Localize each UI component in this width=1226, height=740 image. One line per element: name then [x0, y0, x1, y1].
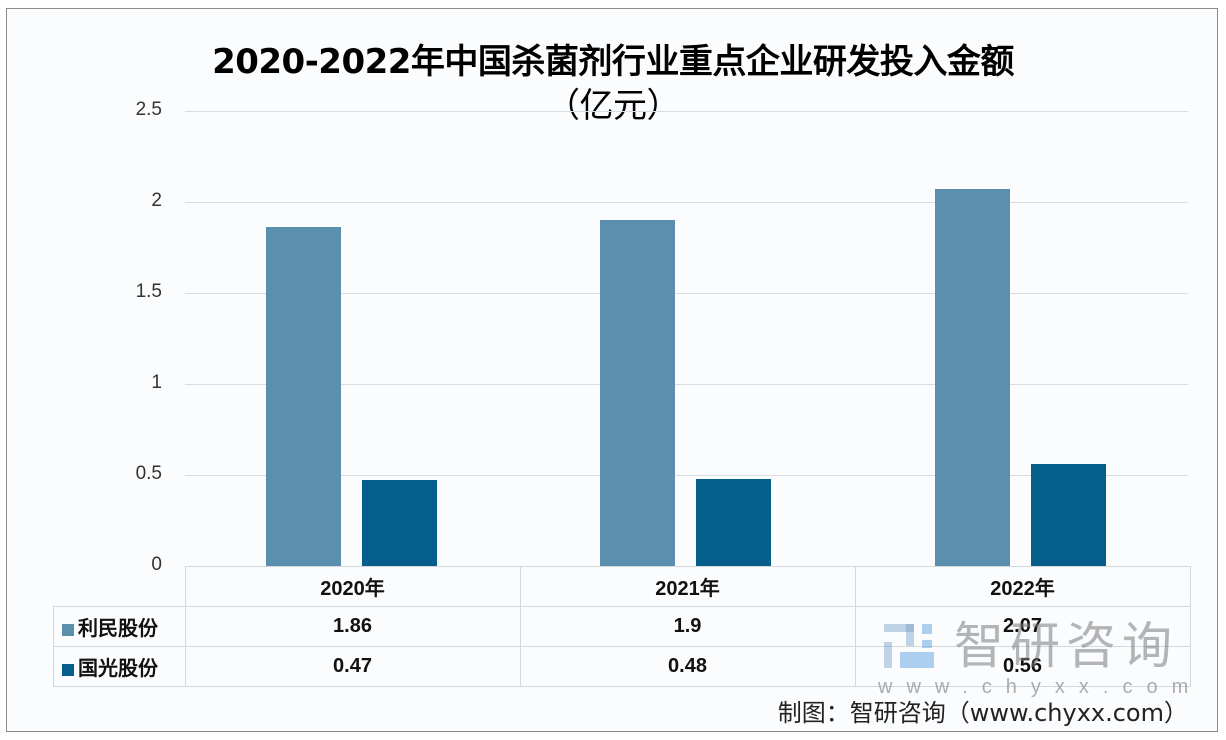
category-2022: 2022年 — [854, 566, 1191, 607]
y-tick-0.5: 0.5 — [135, 463, 162, 484]
gridline — [185, 202, 1188, 203]
legend-series-0: 利民股份 — [53, 606, 186, 647]
y-tick-1: 1 — [151, 372, 162, 393]
category-2021: 2021年 — [519, 566, 856, 607]
y-tick-0: 0 — [151, 554, 162, 575]
source-caption: 制图：智研咨询（www.chyxx.com） — [777, 699, 1188, 727]
watermark: 智研咨询 — [882, 618, 1192, 678]
watermark-url: www.chyxx.com — [878, 676, 1203, 698]
cell-value: 0.47 — [184, 646, 521, 687]
bar-2021年-利民股份 — [600, 220, 676, 566]
watermark-text: 智研咨询 — [954, 617, 1178, 675]
chart-title-unit: （亿元） — [546, 86, 681, 126]
bar-2021年-国光股份 — [696, 478, 772, 566]
watermark-logo-icon — [884, 624, 934, 668]
bar-2020年-利民股份 — [266, 227, 341, 566]
gridline — [185, 111, 1188, 112]
gridline — [185, 384, 1188, 385]
bar-2022年-利民股份 — [934, 189, 1010, 566]
y-tick-2: 2 — [151, 190, 162, 211]
legend-series-1: 国光股份 — [53, 646, 186, 687]
chart-title: 2020-2022年中国杀菌剂行业重点企业研发投入金额 （亿元） — [0, 40, 1226, 128]
cell-value: 2.07 — [854, 606, 1191, 647]
y-tick-1.5: 1.5 — [135, 281, 162, 302]
chart-title-main: 2020-2022年中国杀菌剂行业重点企业研发投入金额 — [212, 42, 1014, 82]
y-tick-2.5: 2.5 — [135, 99, 162, 120]
bar-2020年-国光股份 — [362, 480, 437, 566]
category-2020: 2020年 — [184, 566, 521, 607]
gridline — [185, 475, 1188, 476]
legend-swatch-icon — [62, 623, 74, 636]
plot-area — [185, 111, 1188, 566]
cell-value: 0.48 — [519, 646, 856, 687]
cell-value: 1.86 — [184, 606, 521, 647]
cell-value: 1.9 — [519, 606, 856, 647]
bar-2022年-国光股份 — [1030, 464, 1106, 566]
data-table: 2020年 2021年 2022年 利民股份 1.86 1.9 2.07 国光股… — [53, 566, 1191, 687]
gridline — [185, 293, 1188, 294]
table-row: 利民股份 1.86 1.9 2.07 — [53, 606, 1191, 647]
legend-swatch-icon — [62, 663, 74, 676]
